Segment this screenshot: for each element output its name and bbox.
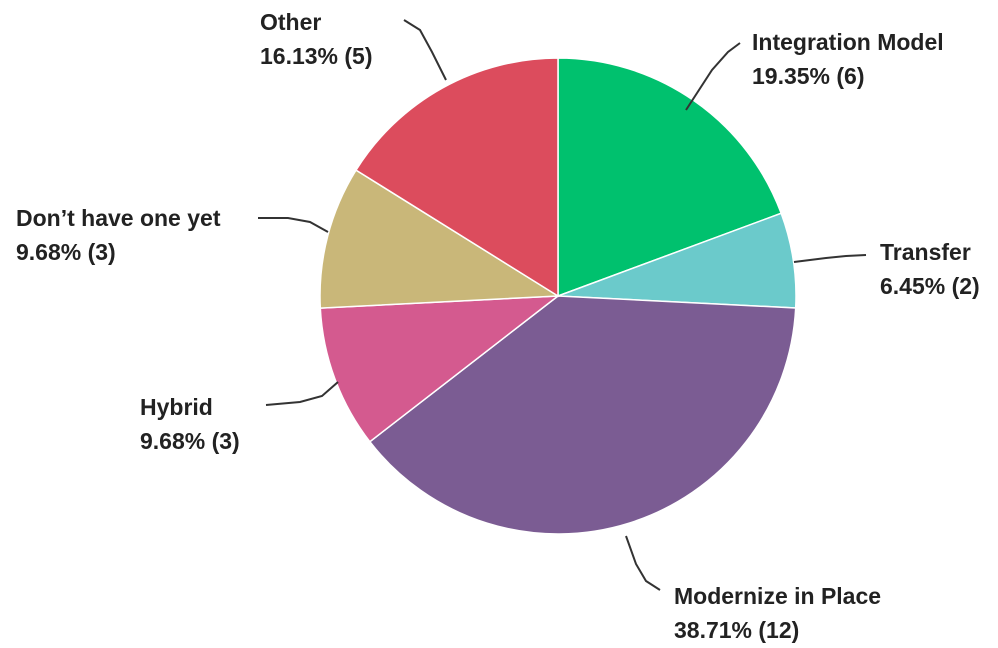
slice-value-transfer: 6.45% (2) (880, 273, 980, 299)
slice-label-other: Other (260, 9, 321, 35)
leader-line-other (403, 19, 447, 81)
leader-line-transfer (793, 254, 867, 263)
slice-label-hybrid: Hybrid (140, 394, 213, 420)
slice-value-hybrid: 9.68% (3) (140, 428, 240, 454)
leader-lines (258, 19, 867, 591)
slice-value-modernize-in-place: 38.71% (12) (674, 617, 799, 643)
slice-value-don-t-have-one-yet: 9.68% (3) (16, 239, 116, 265)
slice-value-integration-model: 19.35% (6) (752, 63, 865, 89)
pie-slices (319, 57, 797, 535)
pie-slice-integration-model[interactable] (557, 57, 783, 298)
pie-slice-other[interactable] (354, 57, 559, 298)
pie-slice-modernize-in-place[interactable] (368, 295, 797, 535)
slice-label-don-t-have-one-yet: Don’t have one yet (16, 205, 221, 231)
slice-label-transfer: Transfer (880, 239, 971, 265)
slice-labels: Integration Model 19.35% (6) Transfer 6.45%… (16, 9, 980, 643)
leader-line-modernize-in-place (625, 535, 661, 591)
pie-slice-don-t-have-one-yet[interactable] (319, 169, 561, 309)
leader-line-don-t-have-one-yet (258, 217, 329, 233)
leader-line-hybrid (265, 381, 339, 406)
leader-line-integration-model (685, 42, 741, 111)
slice-value-other: 16.13% (5) (260, 43, 373, 69)
slice-label-modernize-in-place: Modernize in Place (674, 583, 881, 609)
slice-label-integration-model: Integration Model (752, 29, 944, 55)
pie-slice-hybrid[interactable] (319, 295, 561, 443)
